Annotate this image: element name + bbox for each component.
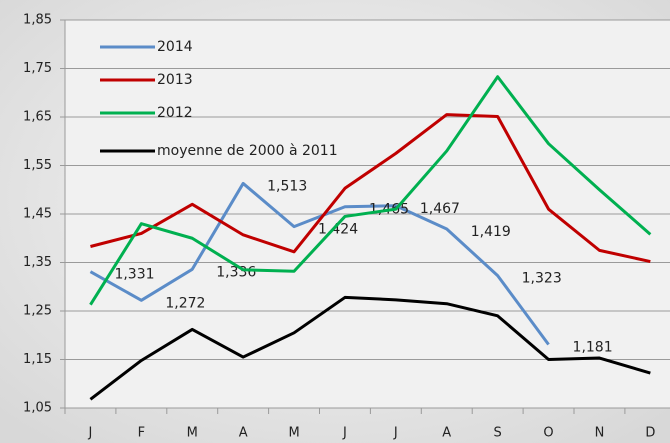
x-tick-label: M bbox=[288, 426, 299, 441]
y-tick-label: 1,35 bbox=[23, 255, 52, 270]
series-line bbox=[89, 181, 550, 346]
data-label: 1,181 bbox=[573, 339, 613, 355]
x-tick-label: J bbox=[393, 426, 398, 441]
x-tick-label: S bbox=[494, 426, 502, 441]
series-line bbox=[89, 75, 652, 306]
y-tick-label: 1,55 bbox=[23, 158, 52, 173]
legend-label: moyenne de 2000 à 2011 bbox=[157, 143, 338, 159]
y-tick-label: 1,45 bbox=[23, 207, 52, 222]
legend-label: 2013 bbox=[157, 72, 193, 88]
data-label: 1,323 bbox=[522, 271, 562, 287]
x-tick-label: D bbox=[645, 426, 655, 441]
data-label: 1,272 bbox=[165, 295, 205, 311]
series-line bbox=[90, 113, 651, 263]
x-tick-label: M bbox=[187, 426, 198, 441]
data-label: 1,331 bbox=[114, 267, 154, 283]
x-tick-label: A bbox=[442, 426, 451, 441]
x-tick-label: N bbox=[595, 426, 605, 441]
x-tick-label: A bbox=[239, 426, 248, 441]
y-tick-label: 1,05 bbox=[23, 401, 52, 416]
data-label: 1,513 bbox=[267, 178, 307, 194]
y-tick-label: 1,15 bbox=[23, 352, 52, 367]
x-tick-label: F bbox=[138, 426, 145, 441]
data-label: 1,419 bbox=[471, 224, 511, 240]
y-tick-label: 1,65 bbox=[23, 110, 52, 125]
series-line bbox=[89, 295, 651, 401]
data-label: 1,336 bbox=[216, 264, 256, 280]
y-tick-label: 1,75 bbox=[23, 61, 52, 76]
x-tick-label: J bbox=[88, 426, 93, 441]
y-tick-label: 1,85 bbox=[23, 13, 52, 28]
legend-label: 2012 bbox=[157, 105, 193, 121]
y-tick-label: 1,25 bbox=[23, 304, 52, 319]
x-tick-label: O bbox=[543, 426, 553, 441]
x-tick-label: J bbox=[342, 426, 347, 441]
data-label: 1,467 bbox=[420, 201, 460, 217]
legend-label: 2014 bbox=[157, 39, 193, 55]
